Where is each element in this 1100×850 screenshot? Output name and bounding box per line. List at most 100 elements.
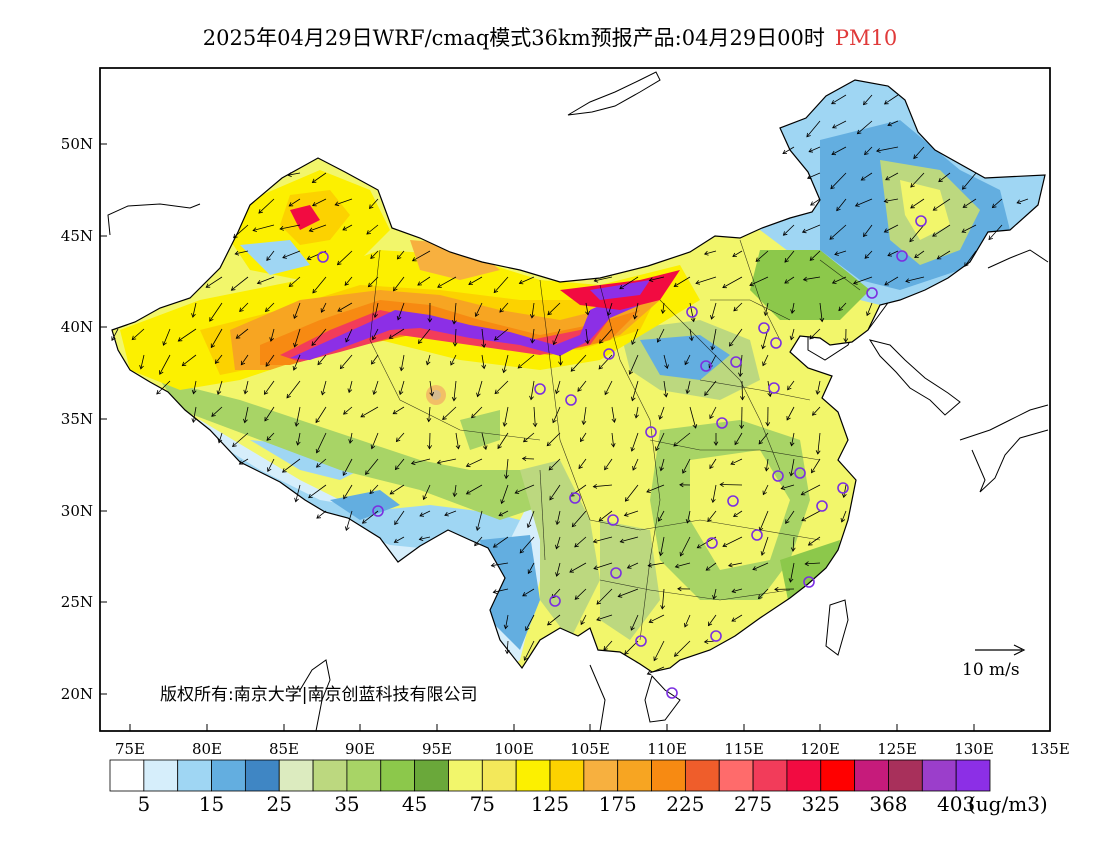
wind-vector [577,380,587,392]
wind-arrowhead [739,424,745,430]
wind-arrowhead [209,317,214,322]
lat-tick-label: 20N [61,685,93,703]
wind-vector [741,380,743,400]
wind-arrowhead [252,227,258,232]
wind-arrowhead [757,594,763,600]
wind-vector [475,302,483,317]
wind-vector [395,458,405,470]
wind-arrowhead [679,551,685,557]
wind-arrowhead [450,360,455,366]
wind-vector [599,328,613,344]
wind-vector [619,276,639,290]
wind-vector [887,250,899,257]
wind-arrowhead [265,362,270,367]
wind-arrowhead [913,154,918,160]
wind-arrowhead [623,512,629,517]
wind-vector [884,224,899,233]
wind-arrowhead [673,652,679,657]
wind-vector [527,562,535,574]
wind-arrowhead [419,512,425,517]
wind-vector [289,276,301,287]
wind-arrowhead [598,339,604,344]
wind-vector [192,302,197,318]
wind-arrowhead [631,340,636,346]
wind-arrowhead [663,392,669,398]
wind-arrowhead [755,257,761,262]
wind-vector [282,458,301,473]
wind-vector [524,640,535,661]
wind-arrowhead [884,281,889,286]
wind-vector [759,510,769,531]
wind-vector [938,172,951,183]
wind-vector [632,458,639,471]
wind-arrowhead [677,586,682,592]
city-marker-beijing [758,322,770,334]
wind-arrowhead [348,439,353,444]
wind-arrowhead [367,282,373,288]
wind-vector [593,536,613,543]
wind-arrowhead [361,519,367,524]
wind-arrowhead [451,396,457,402]
wind-arrowhead [732,252,737,257]
legend-label: 403 [937,792,976,816]
wind-arrowhead [991,203,997,209]
wind-arrowhead [286,393,291,399]
wind-vector [712,484,717,503]
wind-vector [704,250,717,255]
legend-swatch [481,759,517,792]
wind-arrowhead [288,202,294,207]
wind-arrowhead [555,544,560,550]
wind-arrowhead [476,392,481,398]
wind-arrowhead [532,422,538,428]
wind-arrowhead [288,282,294,288]
wind-vector [295,406,301,427]
city-marker-changsha [706,537,718,549]
wind-vector [437,276,457,288]
wind-arrowhead [836,206,841,212]
wind-arrowhead [577,387,582,392]
wind-vector [819,302,823,322]
wind-vector [205,276,223,288]
wind-vector [400,354,405,371]
wind-arrowhead [596,616,601,622]
wind-arrowhead [646,670,652,676]
city-marker-nanning [635,635,647,647]
wind-arrowhead [876,148,881,153]
wind-arrowhead [111,336,116,341]
wind-arrowhead [709,414,714,420]
wind-vector [244,406,249,423]
wind-arrowhead [436,459,442,465]
wind-vector [371,354,379,365]
wind-arrowhead [311,178,317,183]
wind-arrowhead [292,365,298,371]
wind-vector [549,484,561,501]
wind-arrowhead [763,311,769,317]
wind-arrowhead [549,495,554,501]
wind-vector [393,276,405,291]
wind-vector [620,536,639,543]
wind-arrowhead [752,566,757,571]
wind-arrowhead [653,656,658,662]
wind-arrowhead [547,310,552,316]
wind-arrowhead [558,361,563,366]
legend-swatch [549,759,585,792]
wind-arrowhead [191,418,197,423]
wind-arrowhead [344,526,350,532]
wind-arrowhead [785,519,790,524]
wind-arrowhead [655,446,660,452]
wind-arrowhead [831,279,837,284]
wind-arrowhead [217,438,223,444]
wind-vector [801,510,821,521]
wind-vector [574,588,587,600]
wind-arrowhead [811,411,817,416]
wind-arrowhead [475,526,481,531]
wind-arrowhead [887,252,893,257]
wind-arrowhead [610,443,616,448]
wind-vector [853,276,873,284]
wind-vector [547,302,561,315]
wind-vector [337,302,353,312]
wind-vector [555,380,561,394]
legend-unit: (ug/m3) [968,792,1048,816]
wind-vector [517,354,535,369]
wind-arrowhead [389,490,395,495]
